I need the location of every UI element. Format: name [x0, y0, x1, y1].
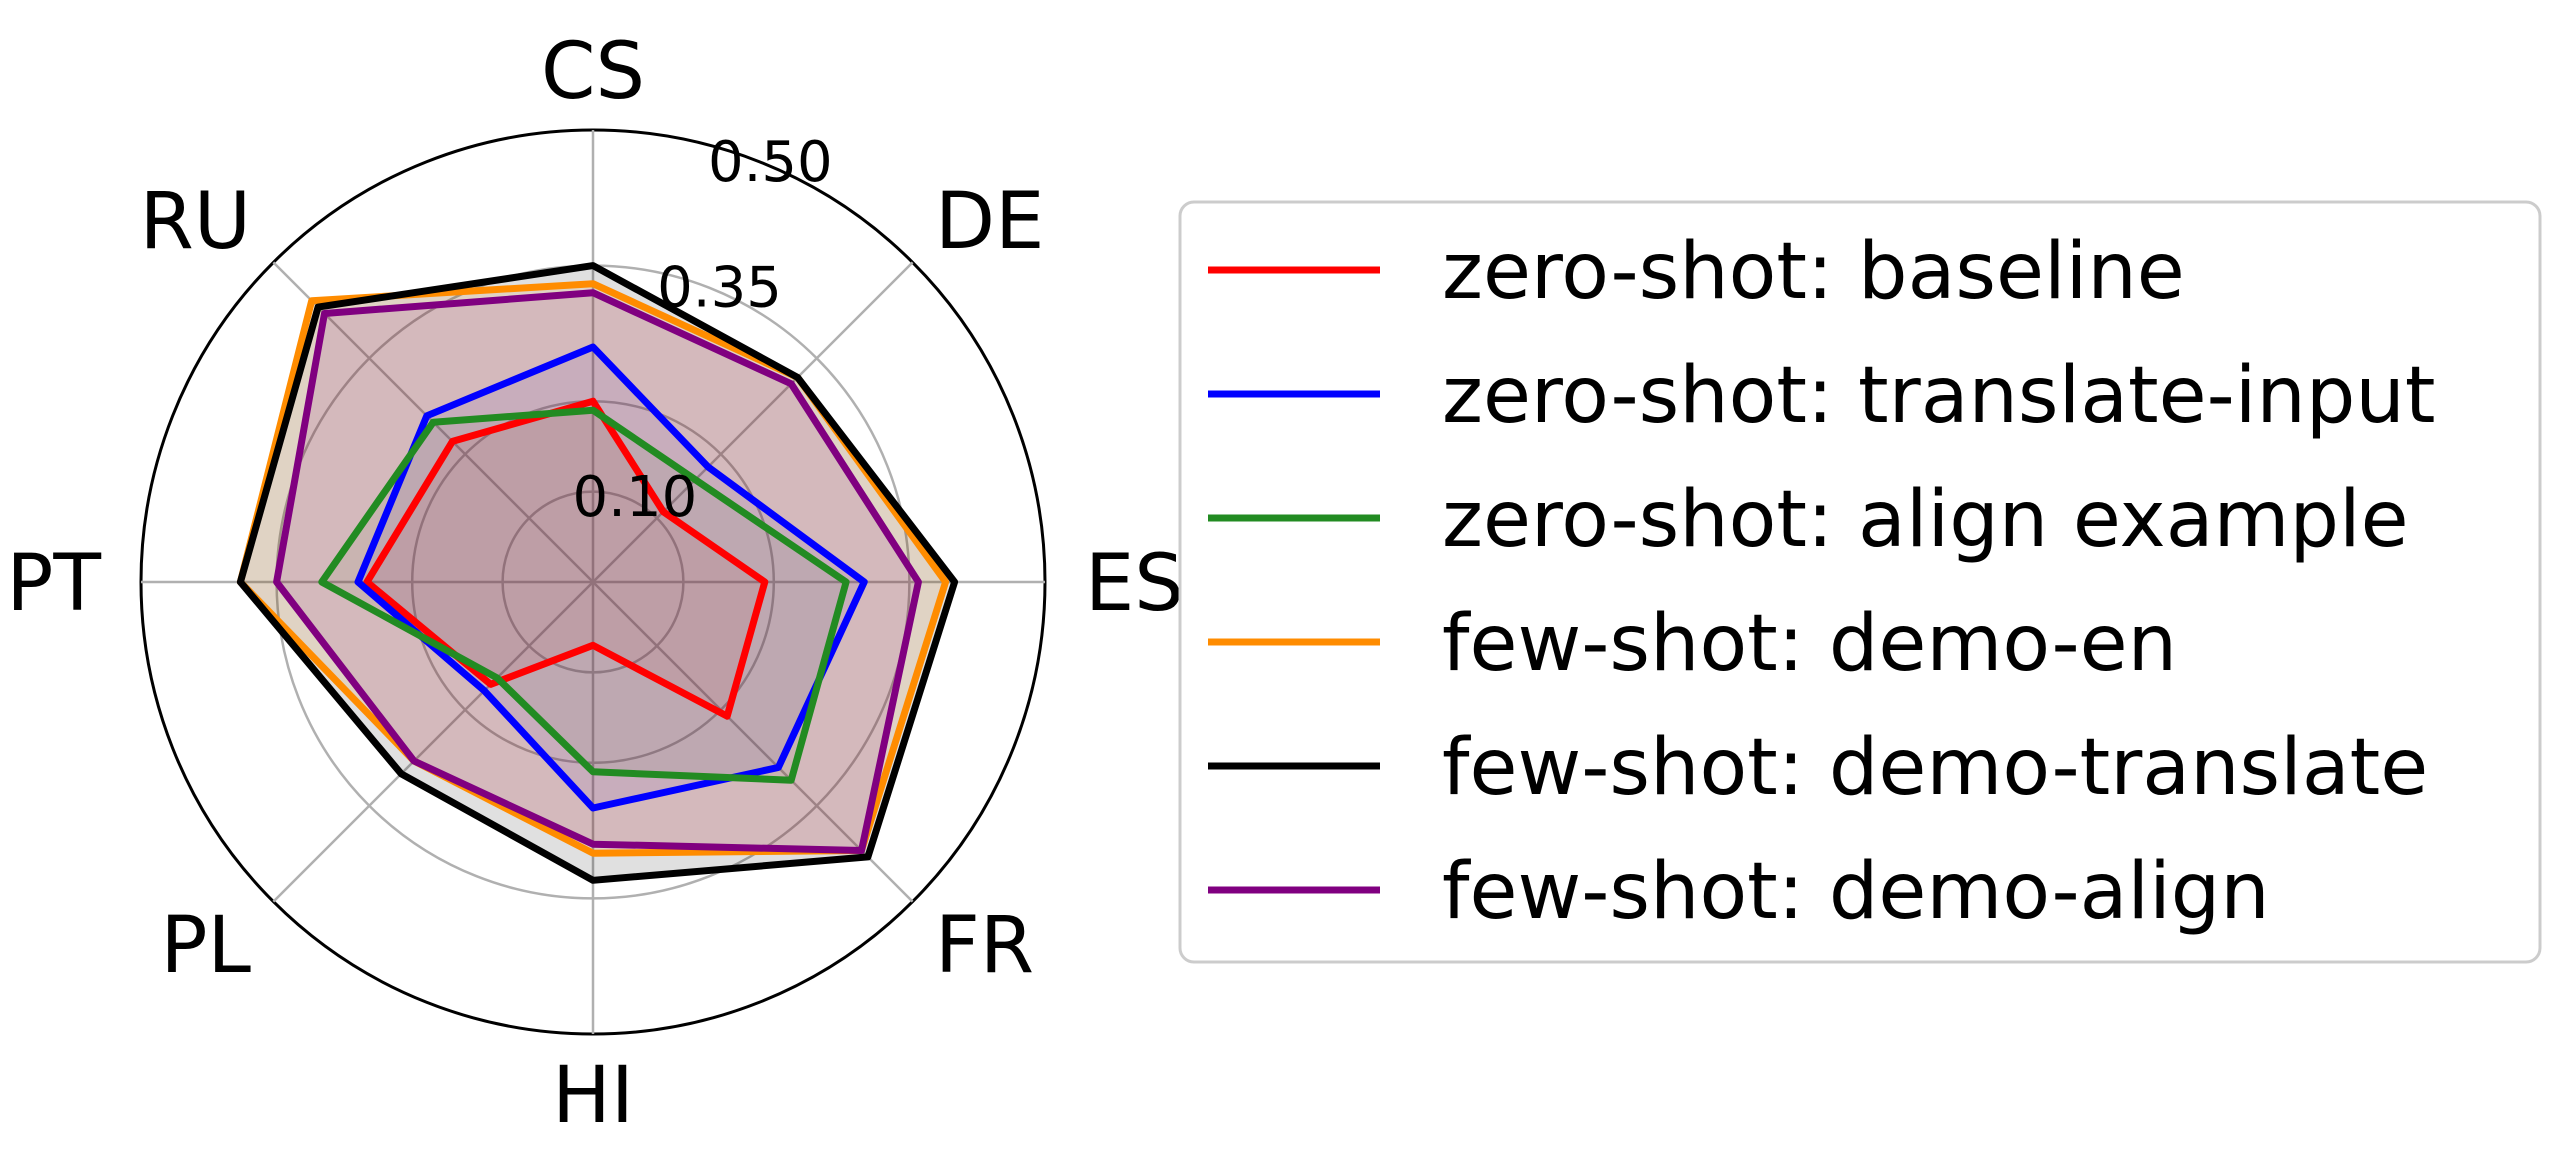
radial-tick-label: 0.35: [657, 256, 782, 321]
spoke-de: [592, 261, 914, 583]
radial-tick-labels: 0.10 0.35 0.50: [573, 130, 833, 530]
series-fill-zero-shot-baseline: [367, 401, 765, 717]
series-line-zero-shot-baseline: [363, 397, 769, 720]
legend-entry-label: few-shot: demo-align: [1442, 847, 2270, 937]
series-fill-few-shot-demo-en: [240, 283, 946, 854]
legend-entry-label: zero-shot: translate-input: [1442, 351, 2435, 441]
category-label-pt: PT: [6, 539, 101, 629]
legend-entry-label: zero-shot: baseline: [1442, 227, 2185, 317]
radial-tick-label: 0.10: [573, 465, 698, 530]
category-labels: CS DE ES FR HI PL PT RU: [6, 27, 1183, 1141]
legend-entry-label: few-shot: demo-translate: [1442, 723, 2428, 813]
series-line-zero-shot-align-example: [318, 406, 850, 784]
series-fill-zero-shot-align-example: [321, 410, 847, 781]
category-label-fr: FR: [935, 901, 1034, 991]
category-label-de: DE: [935, 177, 1044, 267]
series-line-zero-shot-translate-input: [354, 343, 868, 812]
series-fill-zero-shot-translate-input: [358, 347, 865, 808]
legend-entry-label: zero-shot: align example: [1442, 475, 2409, 565]
series-fill-few-shot-demo-align: [276, 292, 919, 851]
series-line-few-shot-demo-translate: [236, 262, 959, 884]
category-label-hi: HI: [552, 1051, 634, 1141]
category-label-es: ES: [1085, 539, 1184, 629]
series-line-few-shot-demo-align: [273, 289, 922, 854]
series-fills: [240, 265, 955, 881]
spoke-pl: [272, 581, 594, 903]
series-fill-few-shot-demo-translate: [240, 265, 955, 881]
category-label-pl: PL: [160, 901, 251, 991]
legend-frame: [1178, 200, 2542, 964]
radial-tick-label: 0.50: [708, 130, 833, 195]
legend: zero-shot: baseline zero-shot: translate-…: [1178, 200, 2542, 964]
legend-entry-label: few-shot: demo-en: [1442, 599, 2177, 689]
series-lines: [236, 262, 959, 884]
category-label-ru: RU: [140, 177, 251, 267]
category-label-cs: CS: [541, 27, 645, 117]
